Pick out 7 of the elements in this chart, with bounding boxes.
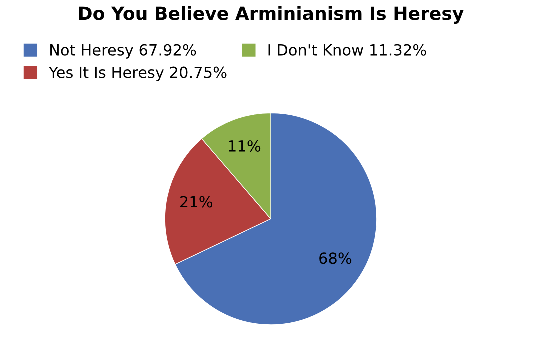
legend-label: I Don't Know 11.32%: [268, 44, 426, 56]
legend-label: Yes It Is Heresy 20.75%: [49, 66, 227, 82]
legend-label: Not Heresy 67.92%: [50, 44, 196, 59]
data-label: 11%: [229, 140, 261, 152]
data-label: 21%: [180, 196, 213, 208]
chart-title: Do You Believe Arminianism Is Heresy: [79, 6, 464, 24]
data-label: 68%: [320, 252, 352, 264]
